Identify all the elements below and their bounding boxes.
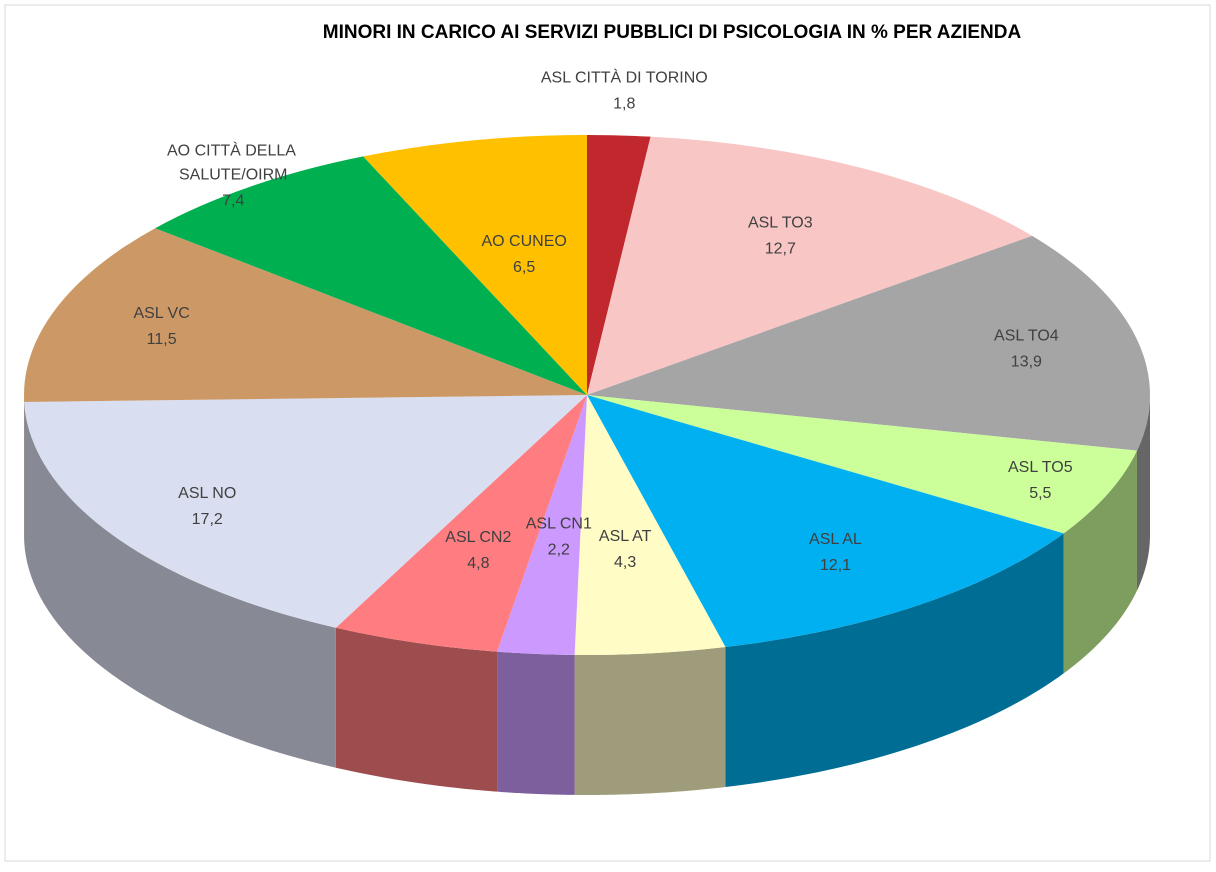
slice-value-label: 12,7: [765, 241, 796, 258]
slice-label: ASL TO5: [1008, 459, 1073, 476]
slice-value-label: 4,3: [614, 554, 636, 571]
slice-side: [497, 652, 575, 795]
slice-value-label: 13,9: [1011, 353, 1042, 370]
slice-value-label: 2,2: [548, 542, 570, 559]
slice-side: [575, 647, 726, 795]
slice-value-label: 1,8: [613, 96, 635, 113]
slice-label: ASL TO4: [994, 327, 1059, 344]
slice-label: ASL TO3: [748, 215, 813, 232]
slice-value-label: 7,4: [222, 192, 244, 209]
slice-value-label: 11,5: [147, 331, 177, 348]
slice-label: ASL AL: [809, 531, 862, 548]
slice-value-label: 6,5: [513, 259, 535, 276]
slice-label: ASL NO: [178, 485, 236, 502]
slice-label: ASL CN1: [526, 516, 592, 533]
slice-value-label: 4,8: [467, 555, 489, 572]
chart-title: MINORI IN CARICO AI SERVIZI PUBBLICI DI …: [323, 22, 1022, 43]
slice-value-label: 12,1: [820, 557, 851, 574]
slice-label: ASL VC: [133, 305, 189, 322]
slice-label: AO CUNEO: [481, 233, 566, 250]
slice-label: ASL CN2: [445, 529, 511, 546]
slice-value-label: 17,2: [192, 511, 223, 528]
slice-label: ASL CITTÀ DI TORINO: [541, 68, 708, 87]
slice-side: [336, 628, 497, 792]
slice-label-line: SALUTE/OIRM: [179, 166, 287, 183]
slice-label: ASL AT: [599, 528, 652, 545]
slice-value-label: 5,5: [1029, 485, 1051, 502]
slice-label-line: AO CITTÀ DELLA: [167, 140, 299, 159]
